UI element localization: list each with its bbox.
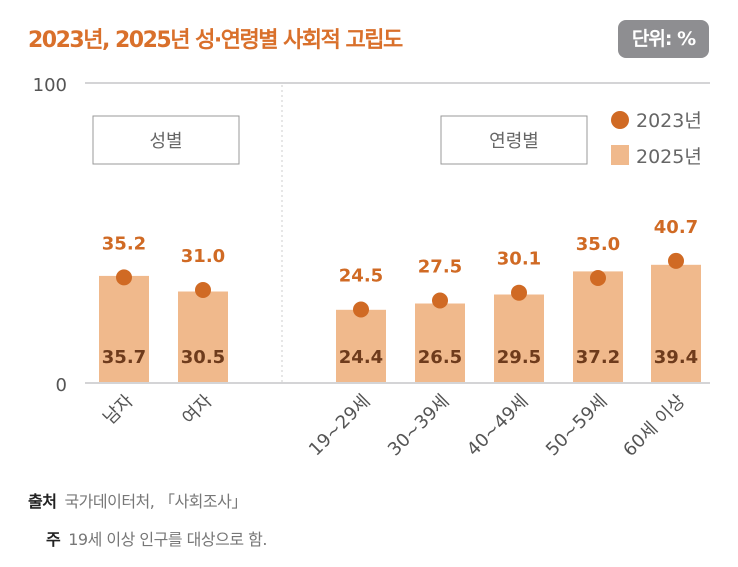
x-category-label: 40~49세	[463, 391, 533, 461]
bar-2025	[494, 294, 544, 383]
dot-value-label: 27.5	[418, 257, 462, 278]
bar-value-label: 35.7	[102, 347, 146, 368]
note-line: 주 19세 이상 인구를 대상으로 함.	[46, 526, 267, 550]
chart-plot: 100 0 성별 연령별 2023년 2025년 35.7 30.5 24.4 26.5 29.5 3…	[33, 75, 710, 461]
group-label: 연령별	[489, 131, 539, 152]
dot-value-label: 40.7	[654, 217, 698, 238]
bar-value-label: 39.4	[654, 347, 698, 368]
dot-2023	[195, 282, 211, 298]
group-label: 성별	[149, 131, 182, 152]
legend-bar-marker	[611, 145, 629, 165]
bar-value-label: 37.2	[576, 347, 620, 368]
x-category-label: 19~29세	[305, 391, 375, 461]
source-line: 출처 국가데이터처, 「사회조사」	[28, 488, 247, 512]
bar-value-label: 30.5	[181, 347, 225, 368]
note-text: 19세 이상 인구를 대상으로 함.	[68, 530, 267, 549]
bar-2025	[178, 291, 228, 383]
bar-2025	[336, 309, 386, 383]
group-box	[440, 115, 588, 165]
bar-2025	[573, 271, 623, 383]
y-tick-label: 0	[56, 375, 67, 396]
bar-2025	[99, 275, 149, 383]
dot-value-label: 31.0	[181, 246, 225, 267]
bar-value-label: 24.4	[339, 347, 383, 368]
dot-2023	[511, 284, 527, 301]
source-label: 출처	[28, 492, 57, 511]
note-label: 주	[46, 530, 61, 549]
dot-value-label: 30.1	[497, 249, 541, 270]
legend-dot-marker	[611, 111, 629, 129]
dot-2023	[353, 301, 369, 318]
dot-2023	[590, 270, 606, 286]
bar-value-label: 26.5	[418, 347, 462, 368]
dot-2023	[668, 252, 684, 269]
dot-2023	[116, 269, 132, 286]
dot-value-label: 35.2	[102, 233, 146, 254]
bar-2025	[415, 303, 465, 383]
x-category-label: 60세 이상	[619, 391, 689, 461]
x-category-label: 50~59세	[542, 391, 612, 461]
dot-value-label: 35.0	[576, 234, 620, 255]
x-category-label: 남자	[99, 390, 138, 429]
chart-title: 2023년, 2025년 성·연령별 사회적 고립도	[28, 28, 403, 53]
x-category-label: 여자	[178, 390, 217, 429]
y-tick-label: 100	[33, 75, 67, 96]
bar-2025	[651, 264, 701, 383]
bar-value-label: 29.5	[497, 347, 541, 368]
dot-value-label: 24.5	[339, 266, 383, 287]
dot-2023	[432, 292, 448, 309]
legend-label: 2023년	[636, 110, 702, 132]
source-text: 국가데이터처, 「사회조사」	[64, 492, 247, 511]
unit-badge: 단위: %	[618, 20, 709, 58]
group-box	[92, 115, 240, 165]
x-category-label: 30~39세	[384, 391, 454, 461]
legend-label: 2025년	[636, 146, 702, 168]
